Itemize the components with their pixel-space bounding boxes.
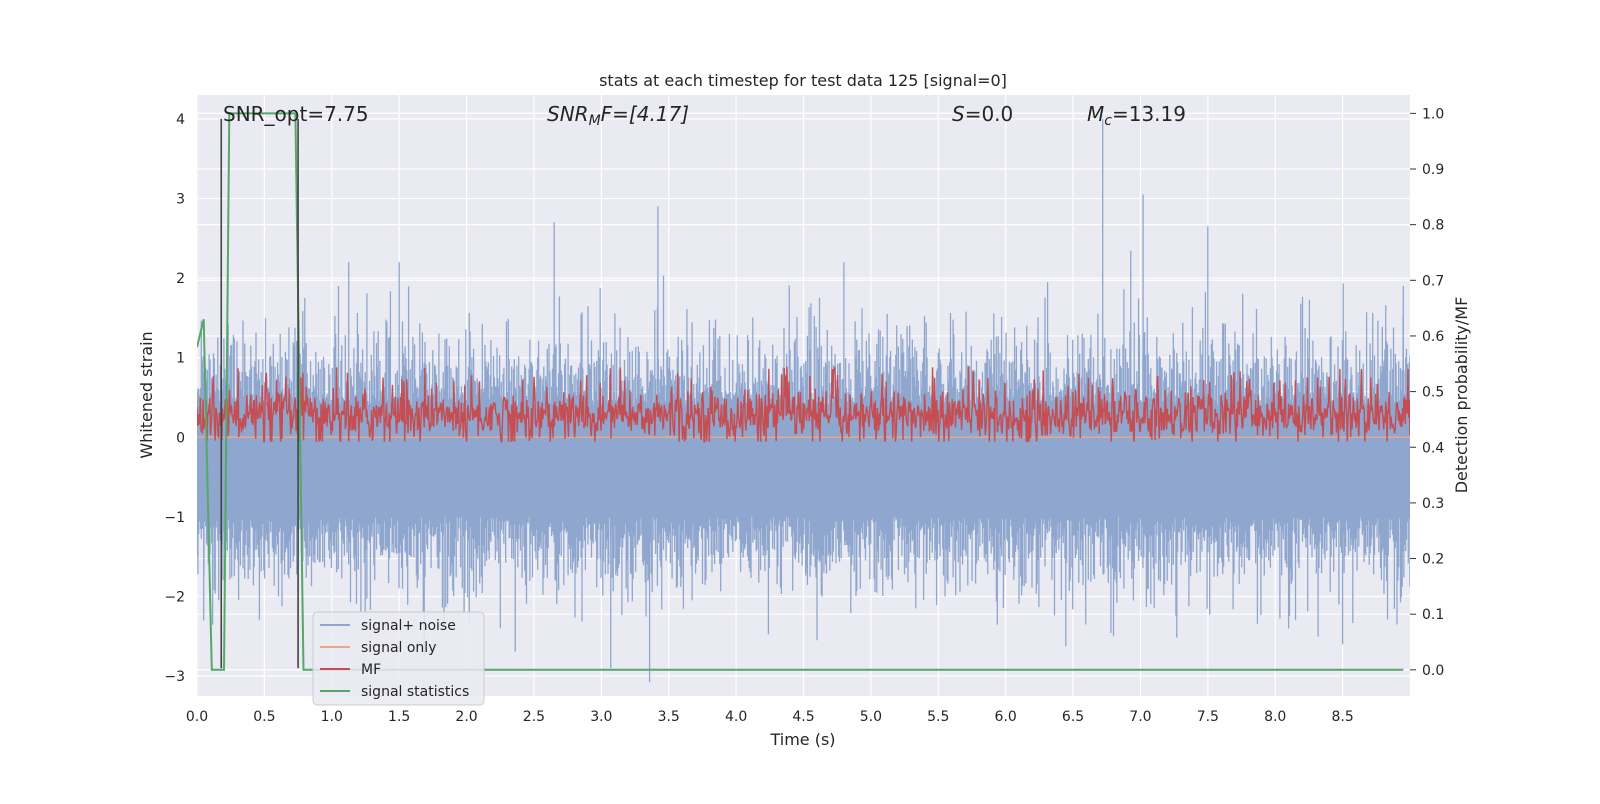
y-left-tick-label: 0 — [176, 430, 185, 446]
y-left-tick-label: 2 — [176, 271, 185, 287]
legend-item-signal-noise: signal+ noise — [320, 618, 456, 634]
y-left-tick-label: −3 — [164, 669, 185, 685]
ticks: 0.0 0.5 1.0 1.5 2.0 2.5 3.0 3.5 4.0 4.5 5.0 5.5 6.0 6… — [164, 106, 1444, 725]
annotation-snr-opt: SNR_opt=7.75 — [223, 102, 369, 126]
chart-title: stats at each timestep for test data 125… — [599, 71, 1007, 90]
series-mf — [197, 366, 1410, 443]
series-group — [197, 112, 1410, 683]
x-tick-label: 1.5 — [388, 709, 410, 725]
x-tick-label: 6.5 — [1062, 709, 1084, 725]
legend-item-mf: MF — [320, 662, 381, 678]
legend-label-signal-statistics: signal statistics — [361, 684, 469, 700]
y-right-tick-label: 0.1 — [1422, 607, 1444, 623]
y-left-tick-label: −2 — [164, 589, 185, 605]
x-tick-label: 2.0 — [455, 709, 477, 725]
x-tick-label: 5.5 — [927, 709, 949, 725]
x-tick-label: 3.5 — [658, 709, 680, 725]
x-tick-label: 1.0 — [321, 709, 343, 725]
legend-label-signal-noise: signal+ noise — [361, 618, 456, 634]
y-right-tick-label: 0.3 — [1422, 496, 1444, 512]
y-right-tick-label: 0.2 — [1422, 552, 1444, 568]
x-tick-label: 8.0 — [1264, 709, 1286, 725]
legend-item-signal-statistics: signal statistics — [320, 684, 469, 700]
x-tick-label: 0.0 — [186, 709, 208, 725]
y-right-tick-label: 0.0 — [1422, 663, 1444, 679]
x-tick-label: 7.0 — [1129, 709, 1151, 725]
series-layer — [197, 112, 1410, 683]
annotation-mc: Mc=13.19 — [1087, 102, 1186, 129]
annotation-snr-mf: SNRMF=[4.17] — [547, 102, 689, 129]
x-tick-label: 4.5 — [792, 709, 814, 725]
legend-label-signal-only: signal only — [361, 640, 436, 656]
y-right-tick-label: 1.0 — [1422, 106, 1444, 122]
y-right-tick-label: 0.7 — [1422, 273, 1444, 289]
x-tick-label: 6.0 — [995, 709, 1017, 725]
y-left-tick-label: 4 — [176, 112, 185, 128]
x-axis-label: Time (s) — [769, 730, 835, 749]
x-tick-label: 0.5 — [253, 709, 275, 725]
x-tick-label: 2.5 — [523, 709, 545, 725]
y-left-tick-label: −1 — [164, 510, 185, 526]
y-left-tick-label: 3 — [176, 191, 185, 207]
y-right-tick-label: 0.9 — [1422, 162, 1444, 178]
y-axis-label-right: Detection probability/MF — [1452, 297, 1471, 494]
legend-box — [312, 611, 485, 706]
y-axis-label-left: Whitened strain — [137, 331, 156, 458]
legend-item-signal-only: signal only — [320, 640, 436, 656]
x-tick-label: 7.5 — [1197, 709, 1219, 725]
x-tick-label: 5.0 — [860, 709, 882, 725]
x-tick-label: 4.0 — [725, 709, 747, 725]
series-signal-noise — [197, 118, 1410, 683]
legend: signal+ noise signal only MF signal stat… — [312, 611, 485, 706]
y-right-tick-label: 0.5 — [1422, 385, 1444, 401]
y-right-tick-label: 0.4 — [1422, 440, 1444, 456]
series-signal-statistics — [197, 112, 1404, 671]
annotation-s: S=0.0 — [952, 102, 1013, 126]
y-right-tick-label: 0.6 — [1422, 329, 1444, 345]
x-tick-label: 3.0 — [590, 709, 612, 725]
legend-label-mf: MF — [361, 662, 381, 678]
x-tick-label: 8.5 — [1331, 709, 1353, 725]
y-right-tick-label: 0.8 — [1422, 218, 1444, 234]
y-left-tick-label: 1 — [176, 351, 185, 367]
